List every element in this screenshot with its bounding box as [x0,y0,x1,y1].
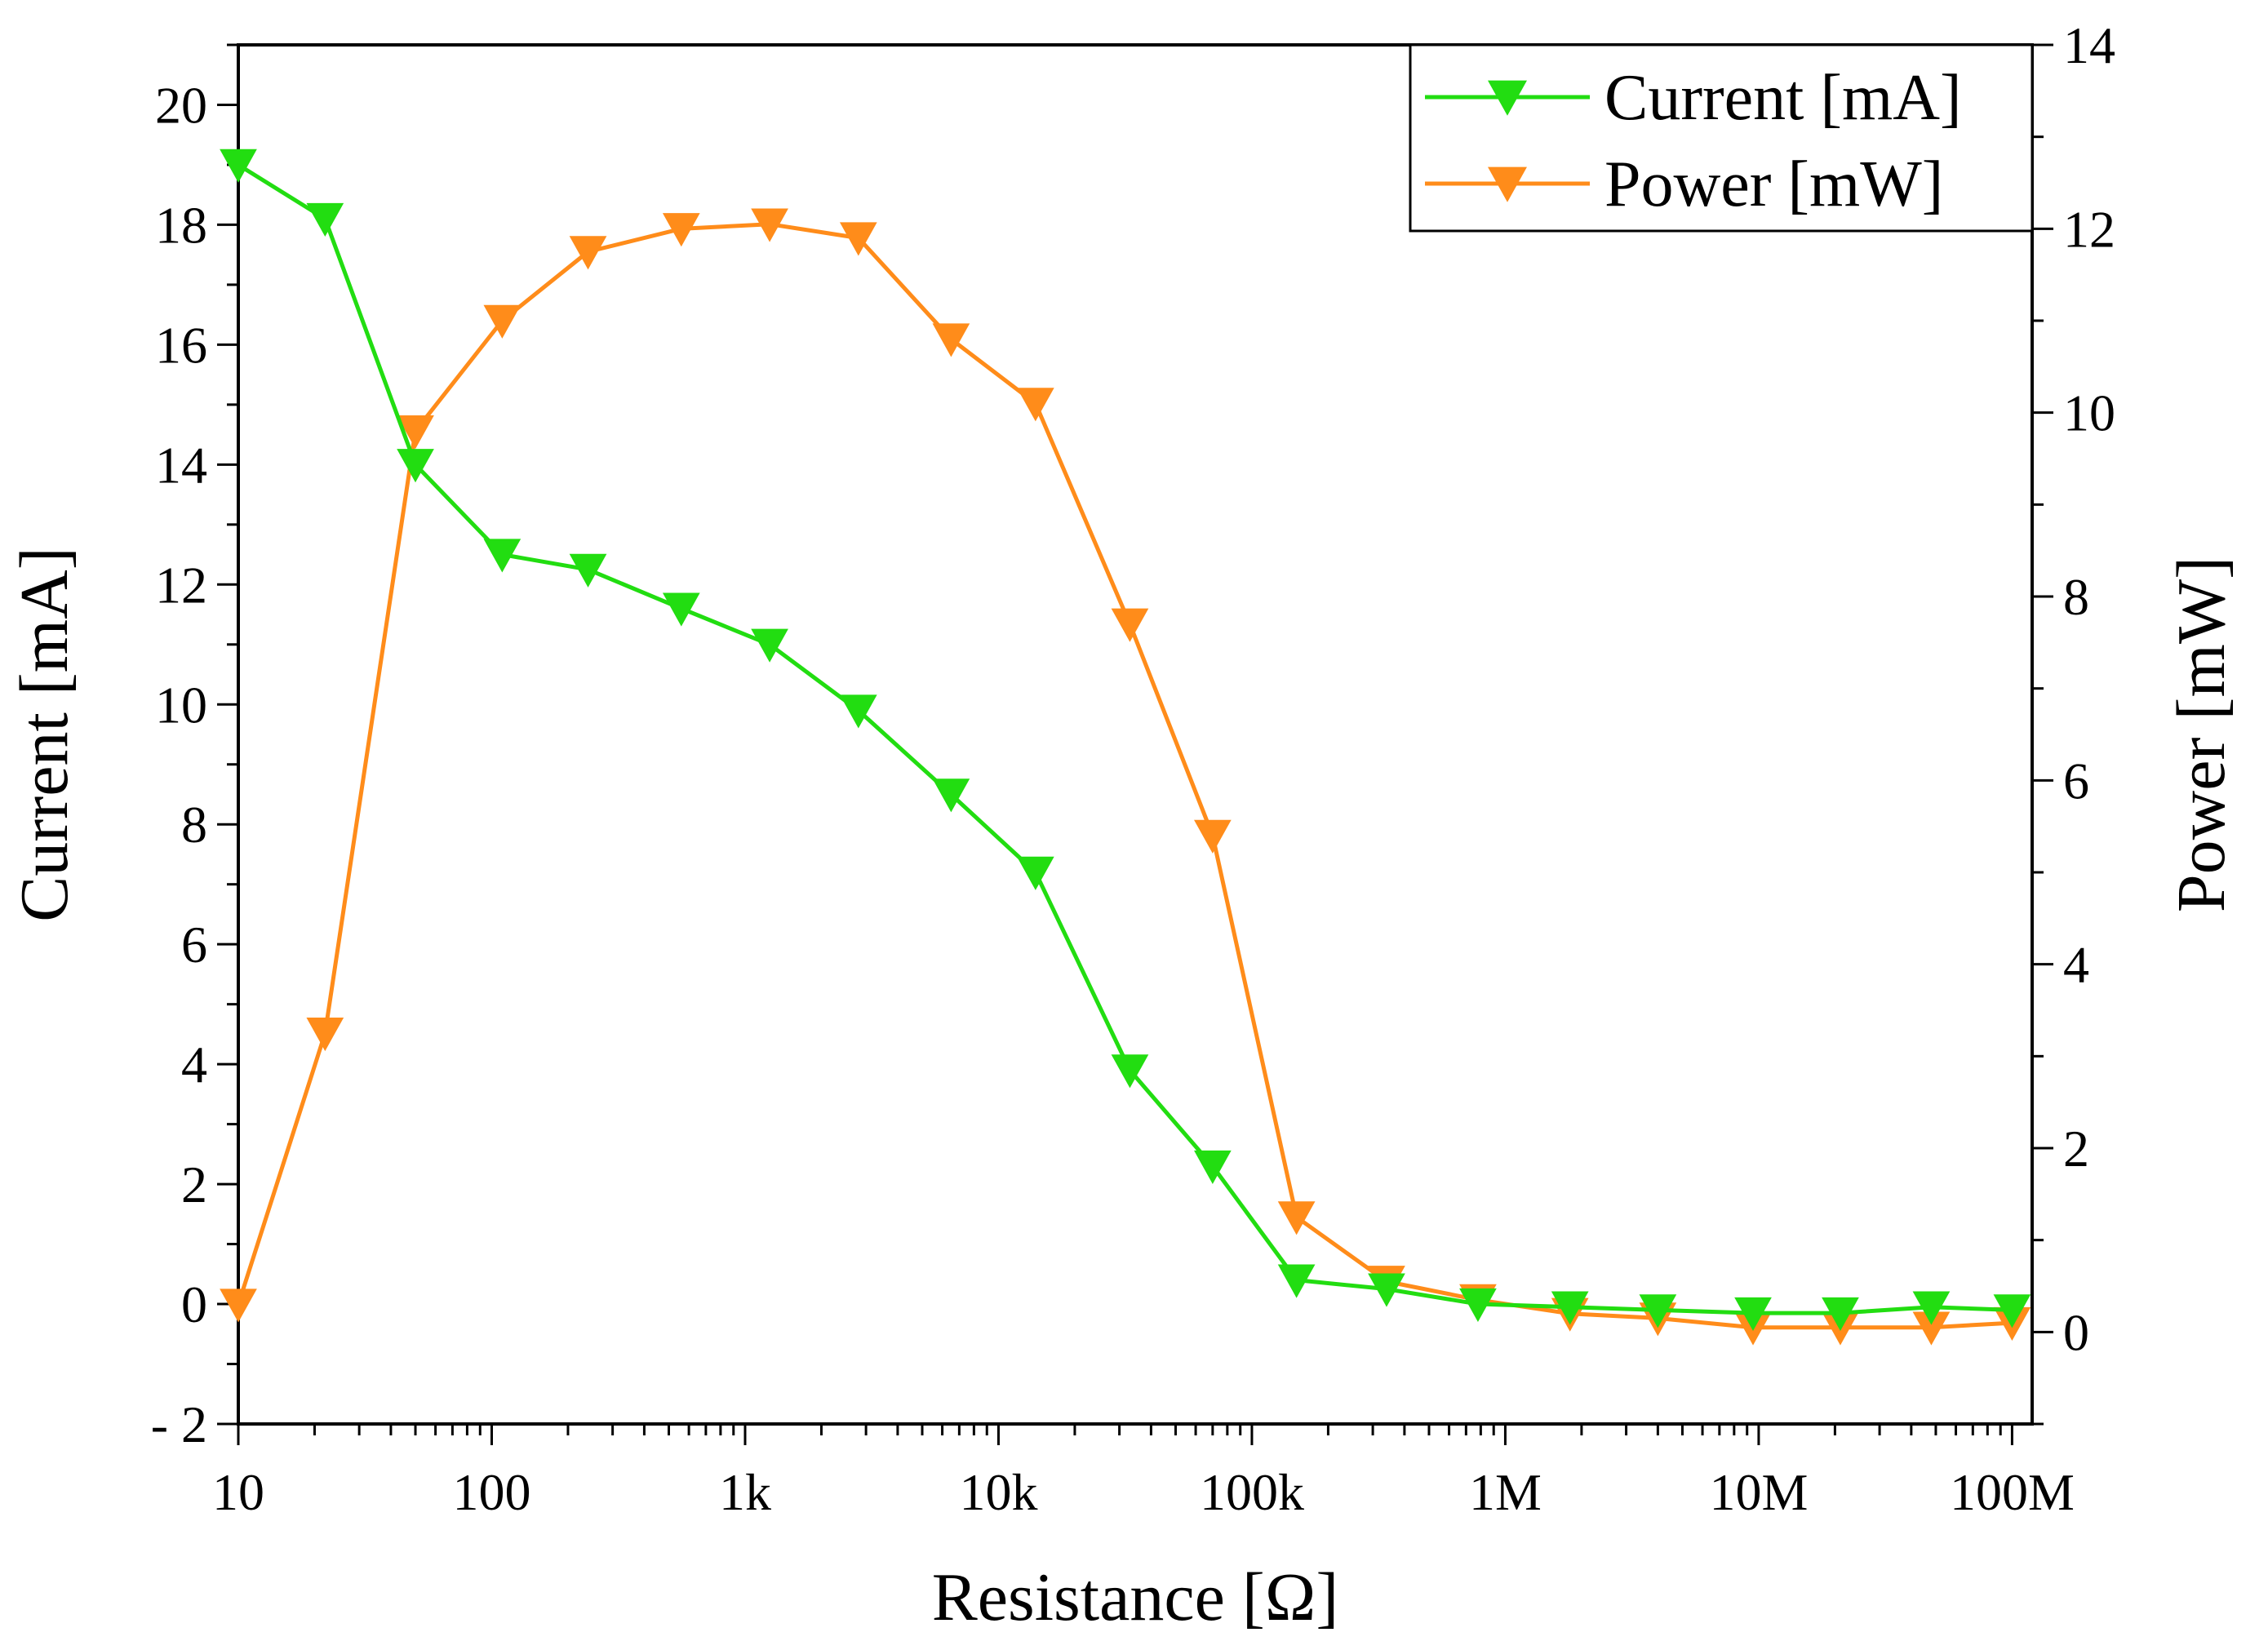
data-point-marker [1551,1291,1589,1325]
data-point-marker [932,778,970,813]
data-point-marker [306,202,344,237]
y-tick-label: 18 [155,196,207,254]
legend-box [1409,43,2034,233]
y-tick-label: 8 [181,796,207,854]
x-tick-label: 10 [212,1463,264,1521]
x-tick-label: 1k [719,1463,771,1521]
legend-label-current: Current [mA] [1604,62,1962,134]
x-tick-label: 10k [959,1463,1037,1521]
data-point-marker [569,553,607,588]
data-point-marker [397,449,434,483]
legend-label-power: Power [mW] [1604,149,1943,220]
data-point-marker [932,323,970,357]
y-tick-label: 6 [181,916,207,974]
legend: Current [mA] Power [mW] [1409,43,2034,233]
series-line [236,222,2013,1330]
y2-tick-label: 4 [2063,936,2089,994]
y-tick-label: 2 [181,1155,207,1213]
data-point-marker [306,1017,344,1052]
data-point-marker [1912,1291,1951,1325]
data-point-marker [483,304,522,339]
y-tick-label: - 2 [151,1395,207,1453]
y-tick-label: 20 [155,76,207,134]
series-layer [220,149,2031,1346]
legend-marker [1488,80,1527,116]
y2-tick-label: 6 [2063,752,2089,809]
x-axis: 10 100 1k 10k 100k 1M 10M 100M [212,1424,2075,1521]
x-tick-label: 100M [1950,1463,2075,1521]
y2-tick-label: 2 [2063,1120,2089,1178]
x-tick-label: 100k [1200,1463,1304,1521]
data-point-marker [1734,1297,1772,1331]
series-power [220,208,2031,1346]
data-point-marker [1459,1288,1497,1322]
y2-tick-label: 8 [2063,568,2089,626]
data-point-marker [569,236,607,270]
data-point-marker [220,1289,257,1323]
y-tick-label: 12 [155,556,207,614]
y-tick-label: 14 [155,436,207,494]
x-axis-title: Resistance [Ω] [932,1559,1339,1635]
y-axis-right-title: Power [mW] [2164,557,2239,912]
x-tick-label: 1M [1469,1463,1542,1521]
data-point-marker [1194,1150,1232,1184]
data-point-marker [1368,1273,1405,1307]
y-tick-label: 16 [155,316,207,374]
data-point-marker [1016,388,1054,422]
data-point-marker [1822,1297,1859,1331]
y2-tick-label: 10 [2063,384,2115,442]
y2-tick-label: 12 [2063,200,2115,258]
y-tick-label: 0 [181,1275,207,1333]
data-point-marker [1111,608,1149,642]
y-axis-left: - 2 0 2 4 6 8 10 12 14 16 18 20 [151,43,238,1453]
y2-tick-label: 0 [2063,1303,2089,1361]
data-point-marker [751,628,788,663]
y-axis-left-title: Current [mA] [7,547,82,922]
data-point-marker [220,149,257,183]
y-tick-label: 10 [155,676,207,734]
data-point-marker [751,208,788,242]
y-tick-label: 4 [181,1036,207,1093]
data-point-marker [1639,1294,1677,1328]
series-current [220,149,2031,1331]
plot-frame [237,43,2034,1426]
data-point-marker [662,592,700,627]
data-point-marker [1277,1201,1316,1235]
data-point-marker [1194,819,1232,854]
x-tick-label: 100 [452,1463,530,1521]
data-point-marker [662,213,700,247]
data-point-marker [1111,1054,1149,1089]
x-tick-label: 10M [1709,1463,1808,1521]
y-axis-right: 0 2 4 6 8 10 12 14 [2032,16,2115,1426]
data-point-marker [1993,1294,2031,1328]
plot-area-border [237,43,2034,1426]
data-point-marker [839,222,877,256]
data-point-marker [1016,856,1054,890]
data-point-marker [839,694,877,729]
y2-tick-label: 14 [2063,16,2115,74]
data-point-marker [483,539,522,573]
series-line [237,162,2013,1315]
legend-marker [1488,166,1527,202]
data-point-marker [1277,1264,1316,1298]
data-point-marker [397,415,434,450]
